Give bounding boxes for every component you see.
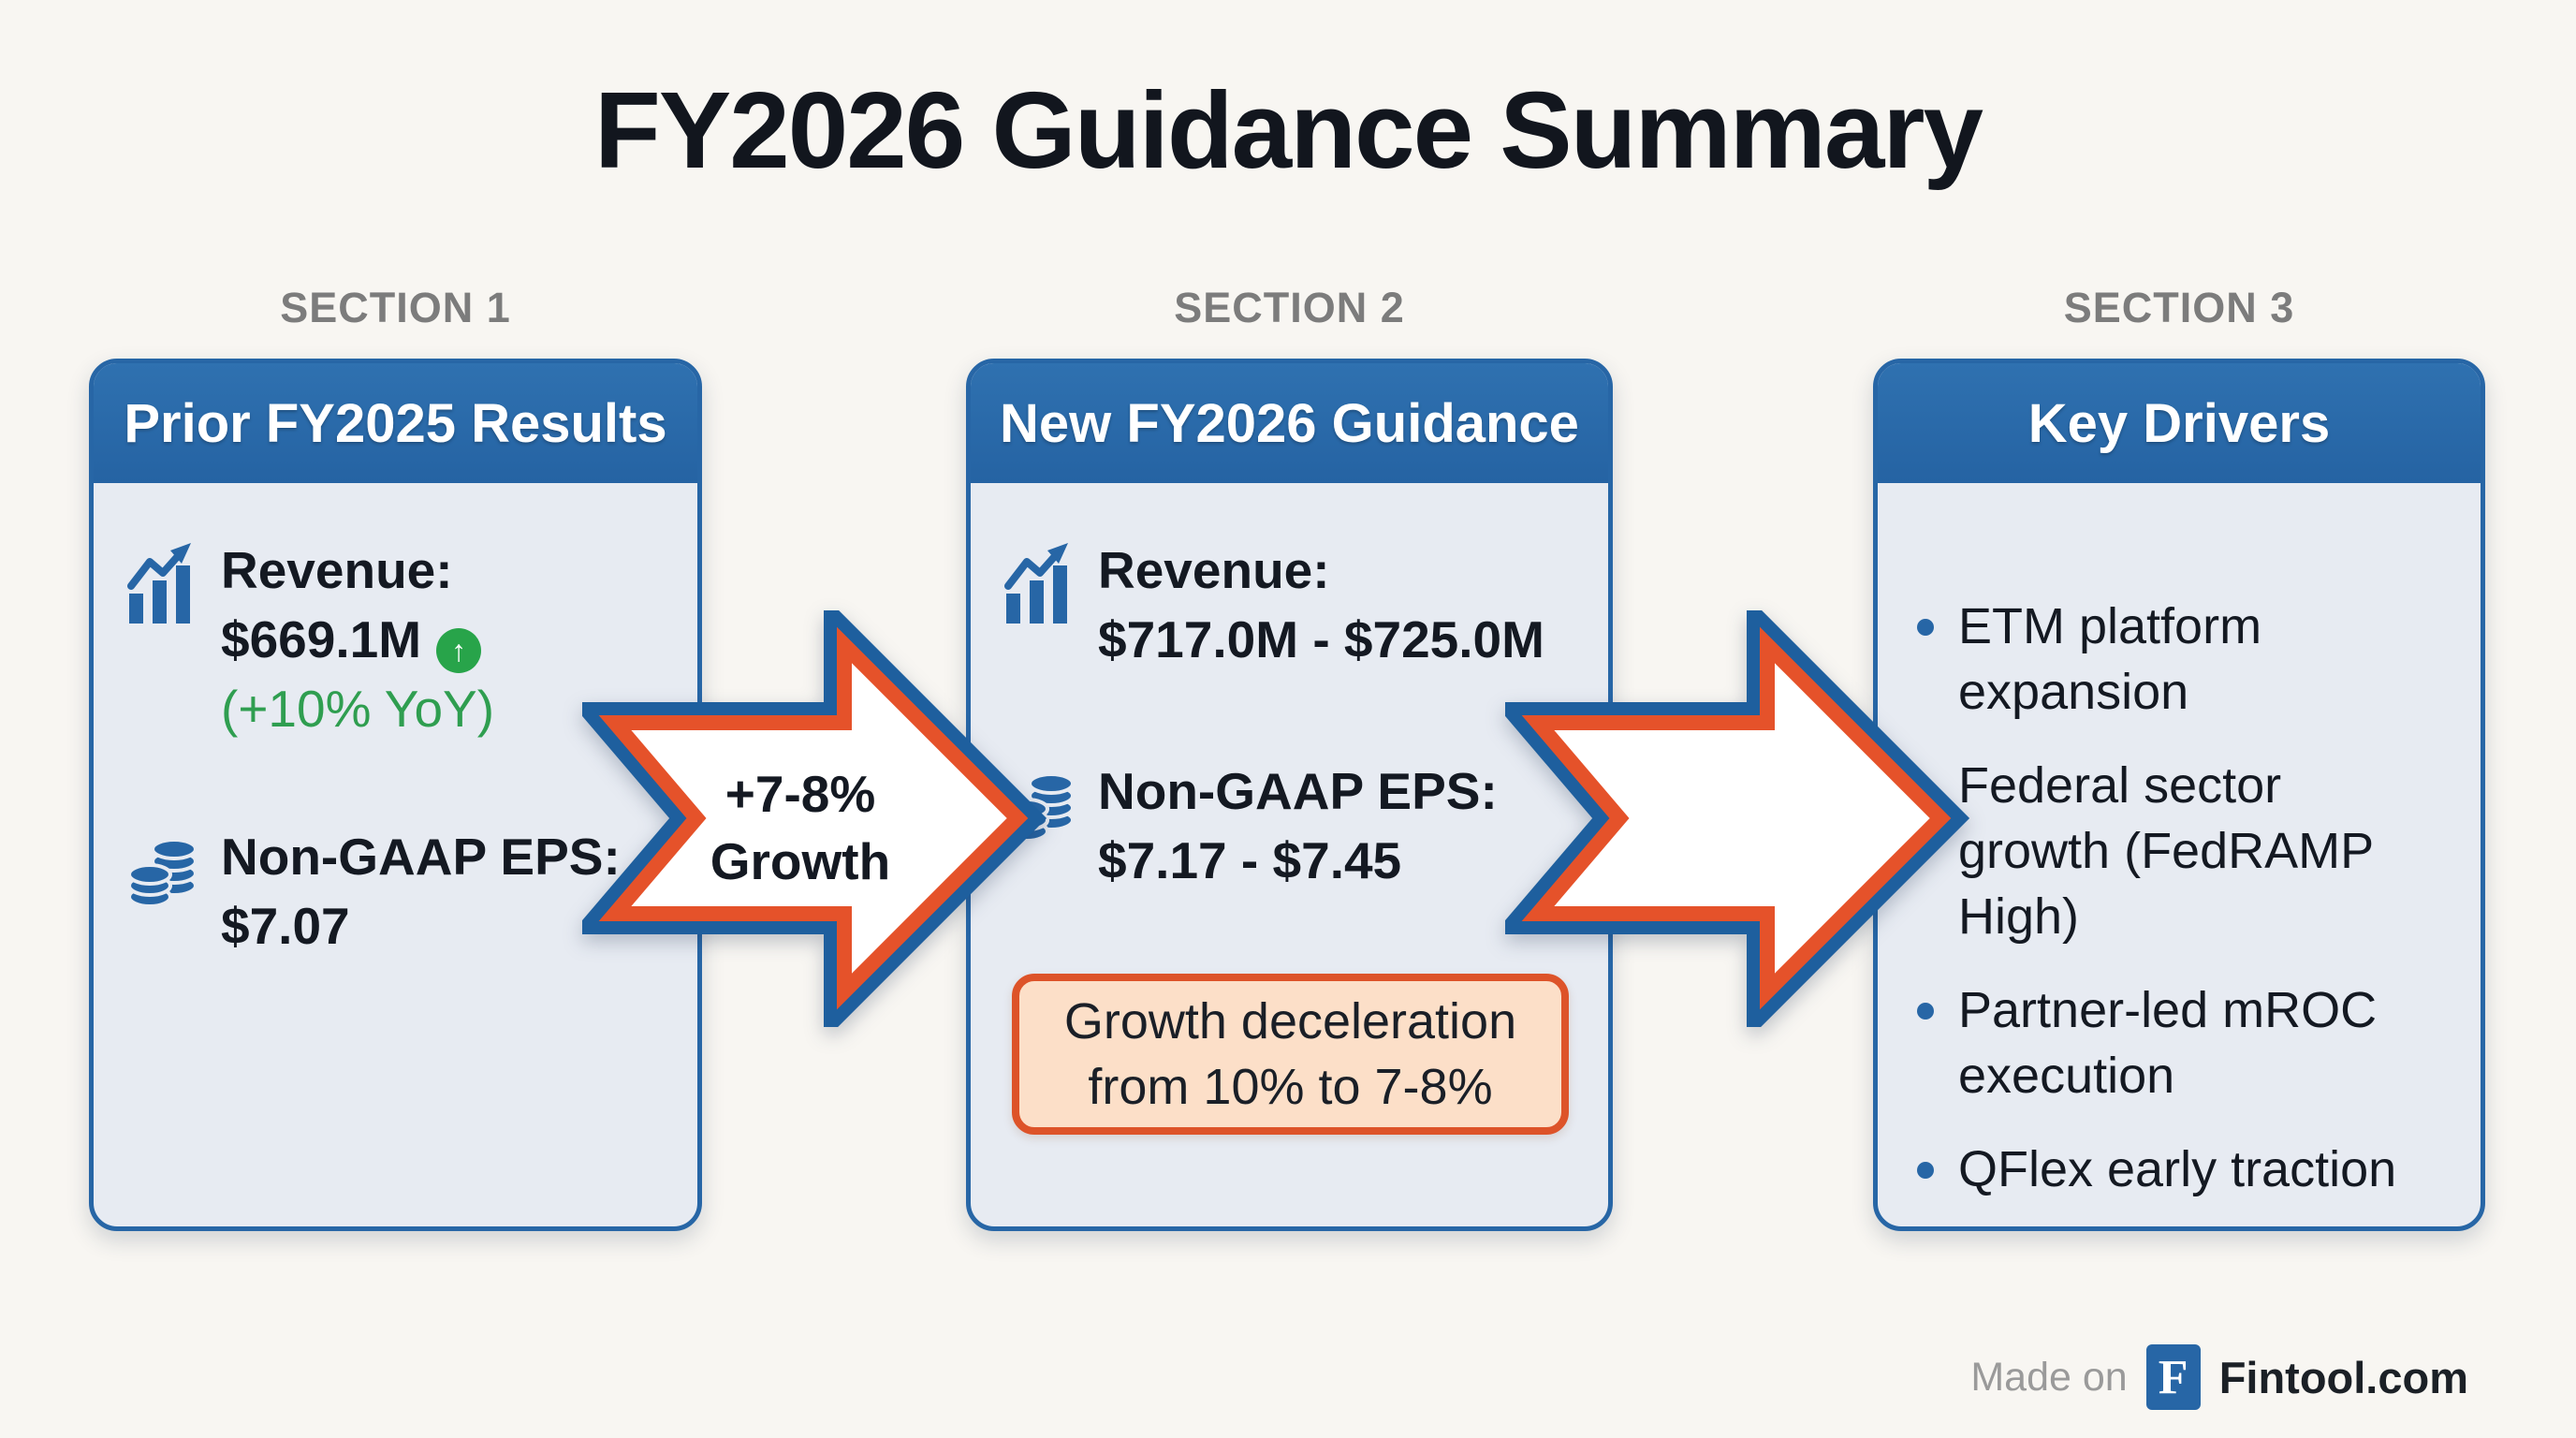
section-2-label: SECTION 2 [1174,284,1405,331]
bullet-icon [1917,619,1934,636]
eps-label: Non-GAAP EPS: [1098,762,1498,820]
eps-row: Non-GAAP EPS: $7.17 - $7.45 [1004,756,1584,895]
driver-text: ETM platform expansion [1958,598,2262,720]
card-3-header: Key Drivers [1878,363,2481,483]
revenue-yoy: (+10% YoY) [221,680,495,738]
key-drivers-list: ETM platform expansion Federal sector gr… [1878,483,2481,1202]
card-1-content: Revenue: $669.1M ↑ (+10% YoY) [94,483,697,961]
revenue-text: Revenue: $717.0M - $725.0M [1098,536,1544,674]
revenue-value: $717.0M - $725.0M [1098,610,1544,668]
made-on-text: Made on [1970,1354,2128,1400]
card-new-fy2026-guidance: New FY2026 Guidance Revenue: $717.0M - $… [966,359,1613,1231]
revenue-label: Revenue: [1098,541,1330,599]
growth-arrow-line1: +7-8% [724,765,876,823]
driver-text: Federal sector growth (FedRAMP High) [1958,757,2374,945]
card-2-header: New FY2026 Guidance [971,363,1608,483]
card-prior-fy2025-results: Prior FY2025 Results Revenue: $669.1M ↑ (… [89,359,702,1231]
revenue-value-line: $669.1M ↑ [221,605,494,674]
transition-arrow-icon [1505,610,1970,1027]
eps-text: Non-GAAP EPS: $7.07 [221,822,621,961]
eps-label: Non-GAAP EPS: [221,828,621,886]
section-3-label: SECTION 3 [2063,284,2295,331]
bullet-icon [1917,1003,1934,1020]
eps-row: Non-GAAP EPS: $7.07 [127,822,673,961]
eps-value: $7.07 [221,897,350,955]
growth-arrow-icon [582,610,1047,1027]
bullet-icon [1917,1162,1934,1179]
list-item: QFlex early traction [1917,1137,2462,1202]
driver-text: Partner-led mROC execution [1958,982,2378,1104]
yoy-up-icon: ↑ [436,628,482,673]
revenue-row: Revenue: $717.0M - $725.0M [1004,536,1584,674]
growth-arrow-label: +7-8% Growth [655,760,945,895]
revenue-value: $669.1M [221,610,422,668]
brand-name: Fintool.com [2218,1352,2468,1402]
card-1-header: Prior FY2025 Results [94,363,697,483]
revenue-label: Revenue: [221,541,453,599]
section-1-label: SECTION 1 [280,284,511,331]
page-title: FY2026 Guidance Summary [594,69,1983,191]
fintool-logo-icon: F [2145,1344,2201,1410]
growth-deceleration-callout: Growth deceleration from 10% to 7-8% [1012,974,1569,1135]
footer: Made on F Fintool.com [1970,1344,2468,1410]
list-item: Partner-led mROC execution [1917,977,2462,1108]
card-key-drivers: Key Drivers ETM platform expansion Feder… [1873,359,2485,1231]
list-item: Federal sector growth (FedRAMP High) [1917,753,2462,949]
eps-value: $7.17 - $7.45 [1098,831,1402,889]
card-2-content: Revenue: $717.0M - $725.0M [971,483,1608,895]
list-item: ETM platform expansion [1917,594,2462,725]
eps-text: Non-GAAP EPS: $7.17 - $7.45 [1098,756,1498,895]
bar-chart-growth-icon [1004,536,1076,630]
revenue-row: Revenue: $669.1M ↑ (+10% YoY) [127,536,673,743]
driver-text: QFlex early traction [1958,1141,2397,1197]
coins-icon [127,822,198,915]
revenue-text: Revenue: $669.1M ↑ (+10% YoY) [221,536,494,743]
bar-chart-growth-icon [127,536,198,630]
growth-arrow-line2: Growth [710,832,891,890]
